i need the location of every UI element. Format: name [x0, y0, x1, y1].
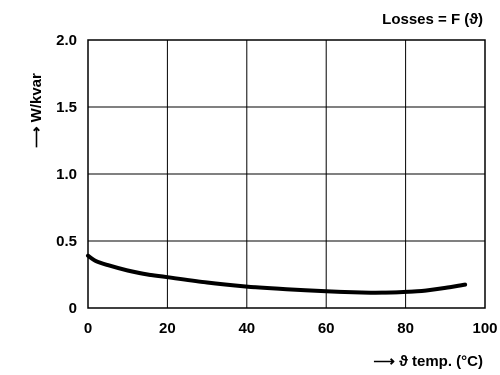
data-series [86, 253, 468, 295]
x-tick-label-5: 100 [472, 320, 497, 337]
y-tick-label-3: 1.5 [56, 99, 77, 116]
x-tick-label-2: 40 [238, 320, 255, 337]
tick-labels: 0 20 40 60 80 100 0 0.5 1.0 1.5 2.0 [56, 32, 497, 337]
series-line-0 [86, 253, 468, 295]
x-tick-label-3: 60 [318, 320, 335, 337]
x-tick-label-1: 20 [159, 320, 176, 337]
y-tick-label-1: 0.5 [56, 233, 77, 250]
chart-title: Losses = F (ϑ) [382, 11, 483, 28]
plot-frame [87, 39, 486, 309]
grid [88, 40, 485, 308]
x-axis-label: ⟶ ϑ temp. (°C) [373, 353, 483, 370]
y-tick-label-0: 0 [69, 300, 77, 317]
y-tick-label-4: 2.0 [56, 32, 77, 49]
x-tick-label-4: 80 [397, 320, 414, 337]
y-axis-label: ⟶ W/kvar [28, 73, 45, 148]
x-tick-label-0: 0 [84, 320, 92, 337]
y-tick-label-2: 1.0 [56, 166, 77, 183]
